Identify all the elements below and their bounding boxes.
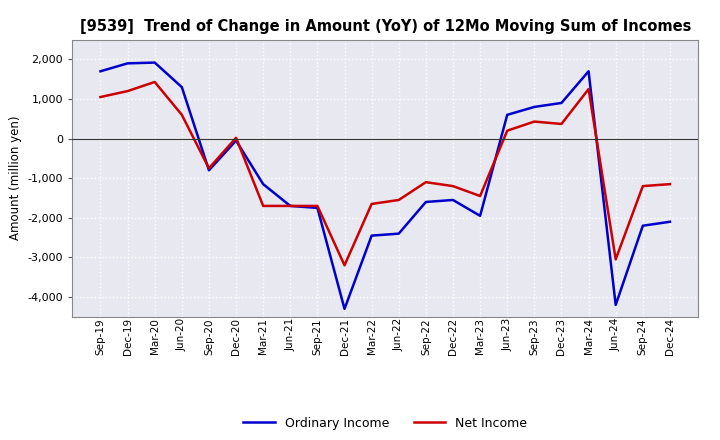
Ordinary Income (421, 199, 430, 205)
Ordinary Income (449, 197, 457, 202)
Net Income (611, 257, 620, 262)
Net Income (665, 181, 674, 187)
Net Income (476, 193, 485, 198)
Ordinary Income (96, 69, 105, 74)
Ordinary Income (286, 203, 294, 209)
Net Income (530, 119, 539, 124)
Net Income (449, 183, 457, 189)
Ordinary Income (530, 104, 539, 110)
Ordinary Income (395, 231, 403, 236)
Net Income (639, 183, 647, 189)
Net Income (178, 112, 186, 117)
Ordinary Income (204, 168, 213, 173)
Net Income (150, 79, 159, 84)
Net Income (286, 203, 294, 209)
Ordinary Income (367, 233, 376, 238)
Line: Ordinary Income: Ordinary Income (101, 62, 670, 309)
Ordinary Income (123, 61, 132, 66)
Ordinary Income (639, 223, 647, 228)
Net Income (96, 94, 105, 99)
Ordinary Income (476, 213, 485, 218)
Ordinary Income (665, 219, 674, 224)
Net Income (584, 86, 593, 92)
Net Income (503, 128, 511, 133)
Ordinary Income (259, 181, 268, 187)
Net Income (557, 121, 566, 127)
Ordinary Income (584, 69, 593, 74)
Ordinary Income (150, 60, 159, 65)
Y-axis label: Amount (million yen): Amount (million yen) (9, 116, 22, 240)
Legend: Ordinary Income, Net Income: Ordinary Income, Net Income (238, 412, 532, 435)
Ordinary Income (232, 138, 240, 143)
Net Income (367, 201, 376, 206)
Net Income (232, 135, 240, 140)
Ordinary Income (341, 306, 349, 312)
Net Income (395, 197, 403, 202)
Title: [9539]  Trend of Change in Amount (YoY) of 12Mo Moving Sum of Incomes: [9539] Trend of Change in Amount (YoY) o… (79, 19, 691, 34)
Net Income (421, 180, 430, 185)
Ordinary Income (503, 112, 511, 117)
Net Income (341, 263, 349, 268)
Net Income (313, 203, 322, 209)
Net Income (123, 88, 132, 94)
Ordinary Income (557, 100, 566, 106)
Net Income (259, 203, 268, 209)
Ordinary Income (178, 84, 186, 90)
Ordinary Income (611, 302, 620, 308)
Line: Net Income: Net Income (101, 82, 670, 265)
Net Income (204, 165, 213, 171)
Ordinary Income (313, 205, 322, 210)
